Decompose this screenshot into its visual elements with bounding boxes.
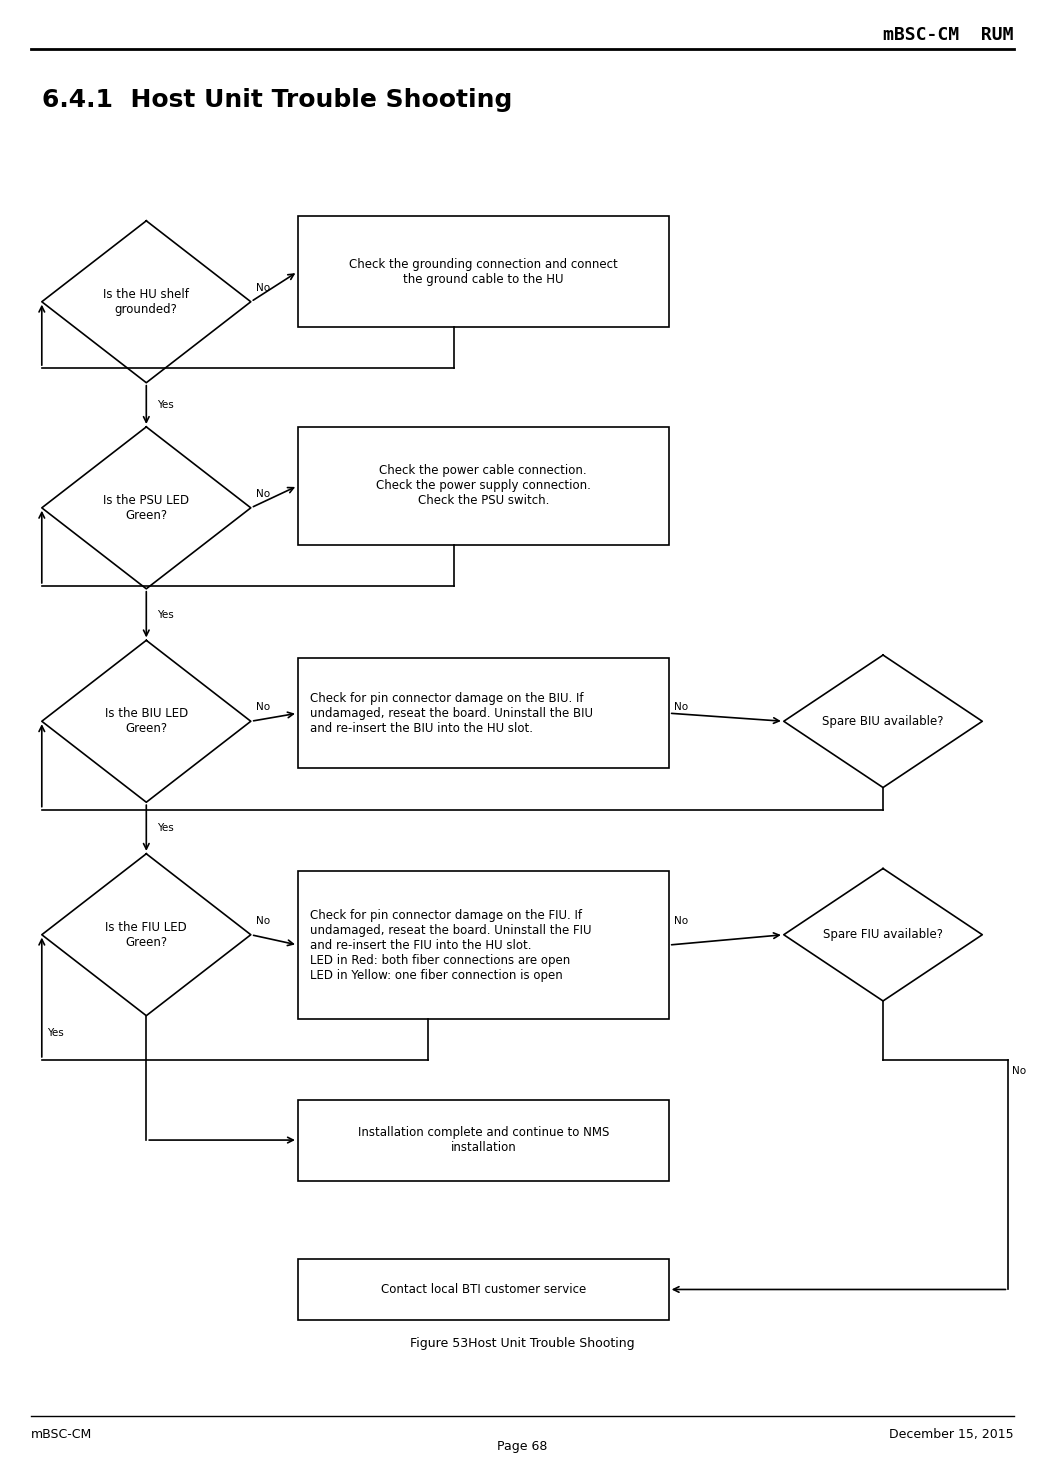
Text: mBSC-CM: mBSC-CM: [31, 1428, 93, 1441]
Text: No: No: [256, 702, 271, 712]
Text: Is the PSU LED
Green?: Is the PSU LED Green?: [103, 493, 189, 523]
Text: Page 68: Page 68: [497, 1440, 548, 1453]
Text: Spare BIU available?: Spare BIU available?: [822, 715, 944, 727]
Text: mBSC-CM  RUM: mBSC-CM RUM: [883, 26, 1014, 44]
Text: Check for pin connector damage on the BIU. If
undamaged, reseat the board. Unins: Check for pin connector damage on the BI…: [310, 692, 594, 735]
Text: Is the FIU LED
Green?: Is the FIU LED Green?: [106, 920, 187, 949]
Text: Yes: Yes: [47, 1029, 64, 1038]
Text: No: No: [674, 916, 689, 926]
Text: Installation complete and continue to NMS
installation: Installation complete and continue to NM…: [357, 1126, 609, 1154]
Text: Yes: Yes: [157, 823, 173, 833]
Text: December 15, 2015: December 15, 2015: [889, 1428, 1014, 1441]
Text: Check the power cable connection.
Check the power supply connection.
Check the P: Check the power cable connection. Check …: [376, 464, 590, 508]
Bar: [298, 427, 669, 545]
Text: 6.4.1  Host Unit Trouble Shooting: 6.4.1 Host Unit Trouble Shooting: [42, 88, 512, 112]
Text: Check the grounding connection and connect
the ground cable to the HU: Check the grounding connection and conne…: [349, 258, 618, 286]
Text: Yes: Yes: [157, 609, 173, 620]
Bar: [298, 1259, 669, 1320]
Text: No: No: [674, 702, 689, 712]
Text: Is the HU shelf
grounded?: Is the HU shelf grounded?: [103, 287, 189, 316]
Text: No: No: [256, 283, 271, 293]
Text: Figure 53Host Unit Trouble Shooting: Figure 53Host Unit Trouble Shooting: [411, 1337, 634, 1350]
Text: Check for pin connector damage on the FIU. If
undamaged, reseat the board. Unins: Check for pin connector damage on the FI…: [310, 908, 591, 982]
Bar: [298, 871, 669, 1019]
Text: No: No: [256, 916, 271, 926]
Text: No: No: [1012, 1066, 1026, 1076]
Text: Yes: Yes: [157, 400, 173, 409]
Bar: [298, 658, 669, 768]
Bar: [298, 216, 669, 327]
Text: Is the BIU LED
Green?: Is the BIU LED Green?: [104, 707, 188, 736]
Text: Contact local BTI customer service: Contact local BTI customer service: [380, 1284, 586, 1295]
Bar: [298, 1100, 669, 1181]
Text: No: No: [256, 489, 271, 499]
Text: Spare FIU available?: Spare FIU available?: [823, 929, 943, 941]
